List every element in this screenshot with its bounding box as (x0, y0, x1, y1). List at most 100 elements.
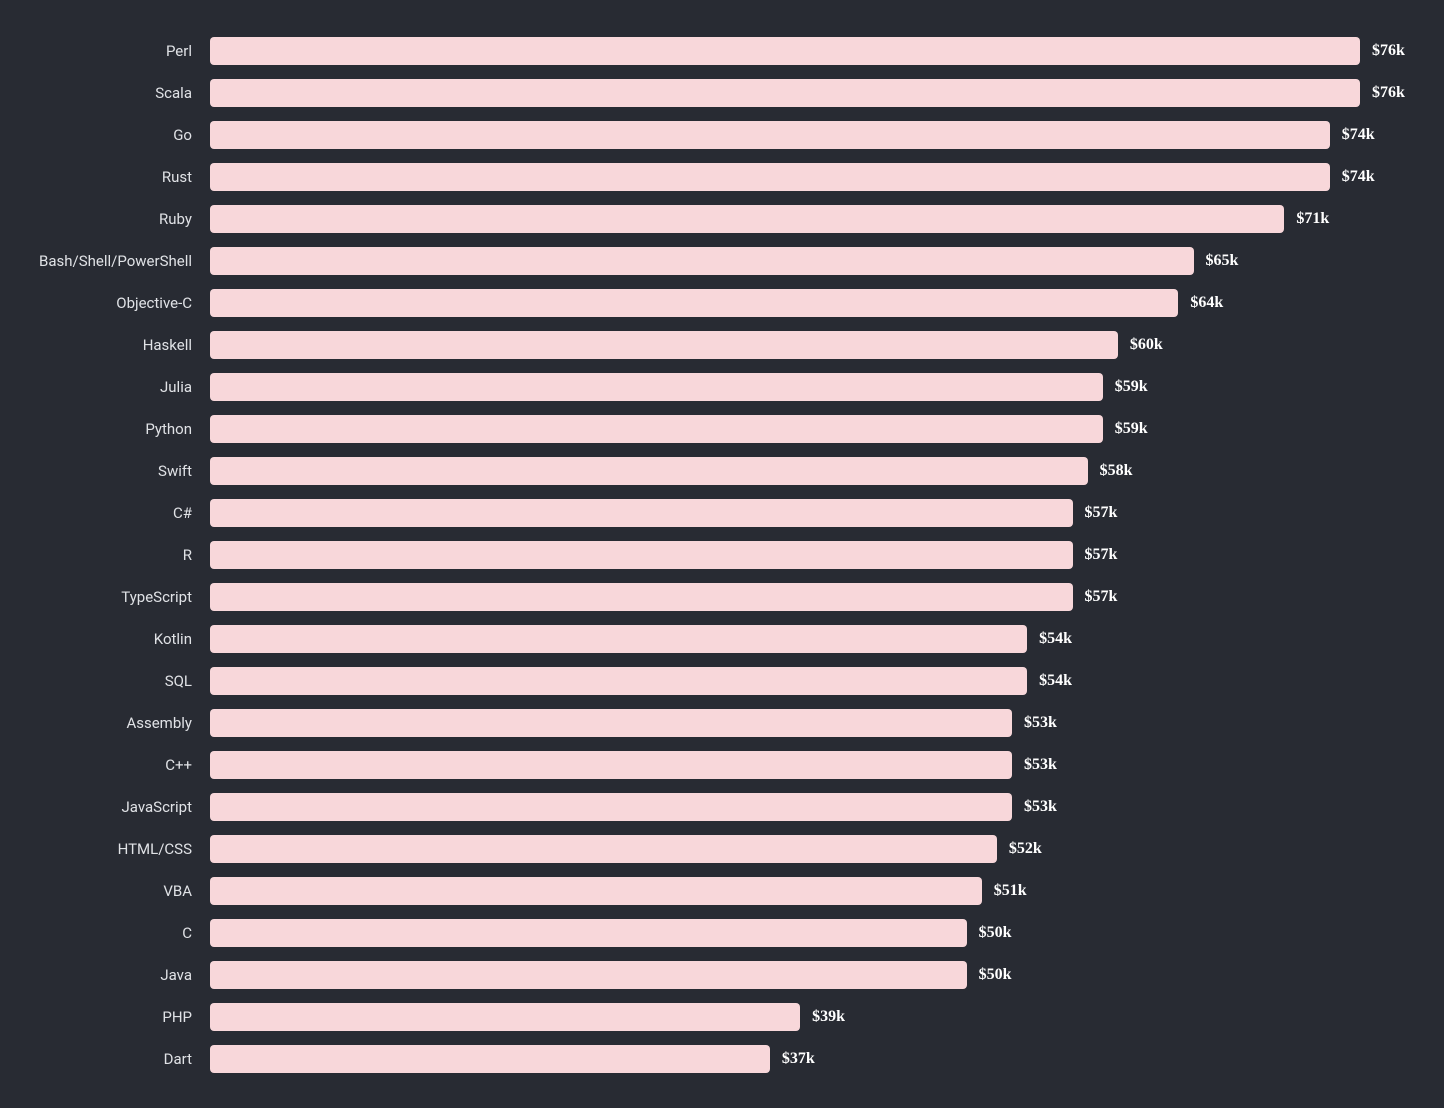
bar-row: Assembly $53k (24, 702, 1420, 744)
bar-area: $74k (210, 156, 1420, 198)
bar-label: Kotlin (24, 630, 210, 648)
bar-row: HTML/CSS$52k (24, 828, 1420, 870)
bar-row: JavaScript $53k (24, 786, 1420, 828)
bar-label: Perl (24, 42, 210, 60)
bar (210, 79, 1360, 107)
bar-value: $76k (1372, 84, 1405, 102)
bar-label: JavaScript (24, 798, 210, 816)
bar-label: Objective-C (24, 294, 210, 312)
bar-label: C (24, 924, 210, 942)
bar-value: $51k (994, 882, 1027, 900)
bar-area: $54k (210, 618, 1420, 660)
bar-area: $50k (210, 912, 1420, 954)
bar-row: R $57k (24, 534, 1420, 576)
bar-value: $53k (1024, 756, 1057, 774)
bar-value: $53k (1024, 714, 1057, 732)
bar-row: Kotlin $54k (24, 618, 1420, 660)
bar-area: $59k (210, 366, 1420, 408)
bar-row: Haskell$60k (24, 324, 1420, 366)
bar-value: $57k (1085, 588, 1118, 606)
bar (210, 1045, 770, 1073)
bar-row: Python $59k (24, 408, 1420, 450)
bar-area: $59k (210, 408, 1420, 450)
bar-area: $71k (210, 198, 1420, 240)
bar-row: Dart $37k (24, 1038, 1420, 1080)
bar (210, 793, 1012, 821)
bar-row: Ruby$71k (24, 198, 1420, 240)
bar-label: R (24, 546, 210, 564)
bar-label: Go (24, 126, 210, 144)
bar-area: $39k (210, 996, 1420, 1038)
bar-value: $74k (1342, 126, 1375, 144)
bar-area: $50k (210, 954, 1420, 996)
bar (210, 289, 1178, 317)
bar-row: Go $74k (24, 114, 1420, 156)
bar (210, 499, 1073, 527)
bar-row: C$50k (24, 912, 1420, 954)
bar-row: TypeScript$57k (24, 576, 1420, 618)
bar (210, 583, 1073, 611)
bar-value: $39k (812, 1008, 845, 1026)
bar-value: $64k (1190, 294, 1223, 312)
bar-row: VBA $51k (24, 870, 1420, 912)
bar (210, 457, 1088, 485)
bar-value: $58k (1100, 462, 1133, 480)
bar (210, 247, 1194, 275)
bar (210, 205, 1284, 233)
bar-value: $74k (1342, 168, 1375, 186)
bar-row: Julia$59k (24, 366, 1420, 408)
bar-label: Python (24, 420, 210, 438)
bar-row: Java$50k (24, 954, 1420, 996)
bar-row: Rust $74k (24, 156, 1420, 198)
bar-row: Bash/Shell/PowerShell $65k (24, 240, 1420, 282)
bar-row: Scala$76k (24, 72, 1420, 114)
bar (210, 667, 1027, 695)
bar (210, 331, 1118, 359)
bar-row: Objective-C $64k (24, 282, 1420, 324)
bar (210, 541, 1073, 569)
bar-area: $57k (210, 492, 1420, 534)
bar-label: VBA (24, 882, 210, 900)
bar-value: $59k (1115, 378, 1148, 396)
bar-area: $53k (210, 702, 1420, 744)
bar-area: $76k (210, 30, 1420, 72)
salary-bar-chart: Perl$76kScala$76kGo$74kRust$74kRuby$71kB… (24, 30, 1420, 1080)
bar-area: $57k (210, 534, 1420, 576)
bar (210, 835, 997, 863)
bar-value: $57k (1085, 504, 1118, 522)
bar-area: $53k (210, 744, 1420, 786)
bar (210, 751, 1012, 779)
bar-label: Haskell (24, 336, 210, 354)
bar-label: Dart (24, 1050, 210, 1068)
bar-value: $76k (1372, 42, 1405, 60)
bar-area: $53k (210, 786, 1420, 828)
bar-value: $57k (1085, 546, 1118, 564)
bar-value: $53k (1024, 798, 1057, 816)
bar-area: $52k (210, 828, 1420, 870)
bar-area: $64k (210, 282, 1420, 324)
bar-value: $37k (782, 1050, 815, 1068)
bar-row: PHP$39k (24, 996, 1420, 1038)
bar-label: SQL (24, 672, 210, 690)
bar-area: $60k (210, 324, 1420, 366)
bar (210, 877, 982, 905)
bar (210, 163, 1330, 191)
bar-value: $52k (1009, 840, 1042, 858)
bar-label: Bash/Shell/PowerShell (24, 252, 210, 270)
bar-area: $74k (210, 114, 1420, 156)
bar-area: $58k (210, 450, 1420, 492)
bar-area: $65k (210, 240, 1420, 282)
bar-value: $59k (1115, 420, 1148, 438)
bar (210, 121, 1330, 149)
bar-label: Rust (24, 168, 210, 186)
bar-row: C#$57k (24, 492, 1420, 534)
bar (210, 373, 1103, 401)
bar-value: $65k (1206, 252, 1239, 270)
bar (210, 919, 967, 947)
bar-value: $50k (979, 966, 1012, 984)
bar-value: $54k (1039, 630, 1072, 648)
bar-label: Assembly (24, 714, 210, 732)
bar-area: $51k (210, 870, 1420, 912)
bar-row: SQL$54k (24, 660, 1420, 702)
bar-area: $54k (210, 660, 1420, 702)
